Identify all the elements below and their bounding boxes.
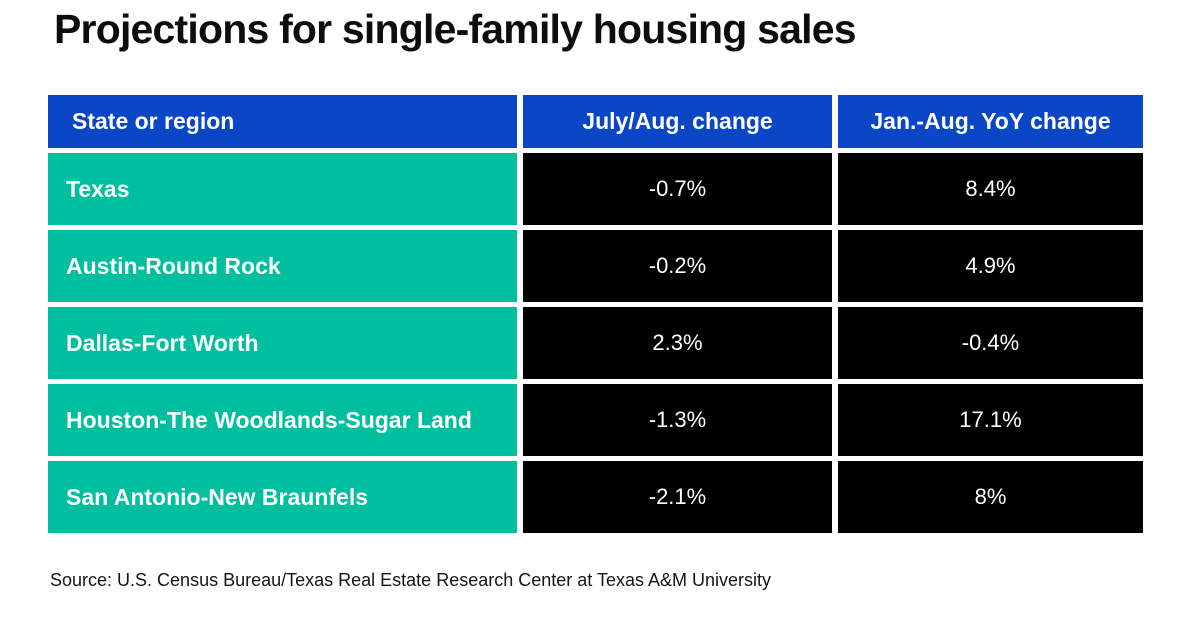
header-cell-july-aug-change: July/Aug. change bbox=[523, 95, 832, 148]
table-header-row: State or region July/Aug. change Jan.-Au… bbox=[48, 95, 1143, 148]
region-cell: Houston-The Woodlands-Sugar Land bbox=[48, 384, 517, 456]
table-row: Austin-Round Rock -0.2% 4.9% bbox=[48, 230, 1143, 302]
july-aug-value-cell: -1.3% bbox=[523, 384, 832, 456]
page-title: Projections for single-family housing sa… bbox=[54, 6, 857, 52]
july-aug-value-cell: -0.2% bbox=[523, 230, 832, 302]
table-row: Houston-The Woodlands-Sugar Land -1.3% 1… bbox=[48, 384, 1143, 456]
yoy-value-cell: 8.4% bbox=[838, 153, 1143, 225]
yoy-value-cell: 17.1% bbox=[838, 384, 1143, 456]
july-aug-value-cell: 2.3% bbox=[523, 307, 832, 379]
july-aug-value-cell: -2.1% bbox=[523, 461, 832, 533]
yoy-value-cell: -0.4% bbox=[838, 307, 1143, 379]
yoy-value-cell: 8% bbox=[838, 461, 1143, 533]
region-cell: Dallas-Fort Worth bbox=[48, 307, 517, 379]
july-aug-value-cell: -0.7% bbox=[523, 153, 832, 225]
region-cell: Austin-Round Rock bbox=[48, 230, 517, 302]
source-attribution: Source: U.S. Census Bureau/Texas Real Es… bbox=[50, 570, 771, 590]
table-row: San Antonio-New Braunfels -2.1% 8% bbox=[48, 461, 1143, 533]
header-cell-yoy-change: Jan.-Aug. YoY change bbox=[838, 95, 1143, 148]
table-row: Dallas-Fort Worth 2.3% -0.4% bbox=[48, 307, 1143, 379]
housing-sales-table: State or region July/Aug. change Jan.-Au… bbox=[48, 95, 1143, 533]
yoy-value-cell: 4.9% bbox=[838, 230, 1143, 302]
header-cell-region: State or region bbox=[48, 95, 517, 148]
region-cell: Texas bbox=[48, 153, 517, 225]
region-cell: San Antonio-New Braunfels bbox=[48, 461, 517, 533]
table-row: Texas -0.7% 8.4% bbox=[48, 153, 1143, 225]
